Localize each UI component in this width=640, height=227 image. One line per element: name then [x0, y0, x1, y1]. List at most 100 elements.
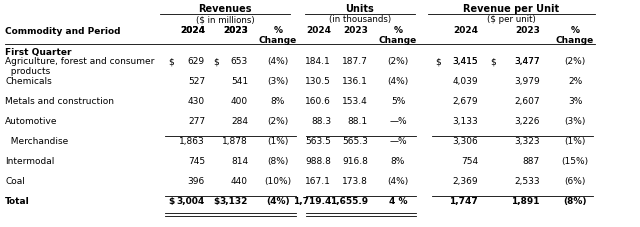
Text: 3%: 3%	[568, 97, 582, 106]
Text: 2,369: 2,369	[452, 177, 478, 186]
Text: 3,226: 3,226	[515, 117, 540, 126]
Text: (4%): (4%)	[387, 177, 408, 186]
Text: 2024: 2024	[453, 26, 478, 35]
Text: 745: 745	[188, 157, 205, 166]
Text: %
Change: % Change	[259, 26, 297, 45]
Text: 1,878: 1,878	[222, 137, 248, 146]
Text: 563.5: 563.5	[305, 137, 331, 146]
Text: Intermodal: Intermodal	[5, 157, 54, 166]
Text: 2023: 2023	[223, 26, 248, 35]
Text: Metals and construction: Metals and construction	[5, 97, 114, 106]
Text: 8%: 8%	[271, 97, 285, 106]
Text: Total: Total	[5, 197, 29, 206]
Text: Chemicals: Chemicals	[5, 77, 52, 86]
Text: 136.1: 136.1	[342, 77, 368, 86]
Text: 1,891: 1,891	[511, 197, 540, 206]
Text: 1,747: 1,747	[449, 197, 478, 206]
Text: $: $	[435, 57, 441, 66]
Text: 814: 814	[231, 157, 248, 166]
Text: 396: 396	[188, 177, 205, 186]
Text: 184.1: 184.1	[305, 57, 331, 66]
Text: 2,679: 2,679	[452, 97, 478, 106]
Text: 3,306: 3,306	[452, 137, 478, 146]
Text: Revenues: Revenues	[198, 4, 252, 14]
Text: 2023: 2023	[343, 26, 368, 35]
Text: $: $	[213, 57, 219, 66]
Text: 887: 887	[523, 157, 540, 166]
Text: (8%): (8%)	[563, 197, 587, 206]
Text: Automotive: Automotive	[5, 117, 58, 126]
Text: 4,039: 4,039	[452, 77, 478, 86]
Text: 88.3: 88.3	[311, 117, 331, 126]
Text: 3,133: 3,133	[452, 117, 478, 126]
Text: 4 %: 4 %	[388, 197, 407, 206]
Text: (4%): (4%)	[387, 77, 408, 86]
Text: 988.8: 988.8	[305, 157, 331, 166]
Text: 187.7: 187.7	[342, 57, 368, 66]
Text: 2024: 2024	[180, 26, 205, 35]
Text: 167.1: 167.1	[305, 177, 331, 186]
Text: 2,607: 2,607	[515, 97, 540, 106]
Text: $: $	[168, 57, 173, 66]
Text: 565.3: 565.3	[342, 137, 368, 146]
Text: 3,477: 3,477	[515, 57, 540, 66]
Text: 629: 629	[188, 57, 205, 66]
Text: 1,655.9: 1,655.9	[330, 197, 368, 206]
Text: 284: 284	[231, 117, 248, 126]
Text: 527: 527	[188, 77, 205, 86]
Text: (3%): (3%)	[268, 77, 289, 86]
Text: (4%): (4%)	[268, 57, 289, 66]
Text: (6%): (6%)	[564, 177, 586, 186]
Text: Revenue per Unit: Revenue per Unit	[463, 4, 559, 14]
Text: (3%): (3%)	[564, 117, 586, 126]
Text: %
Change: % Change	[556, 26, 594, 45]
Text: 3,323: 3,323	[515, 137, 540, 146]
Text: 400: 400	[231, 97, 248, 106]
Text: 2024: 2024	[306, 26, 331, 35]
Text: $: $	[168, 197, 174, 206]
Text: 173.8: 173.8	[342, 177, 368, 186]
Text: $: $	[213, 197, 220, 206]
Text: 1,719.4: 1,719.4	[292, 197, 331, 206]
Text: 916.8: 916.8	[342, 157, 368, 166]
Text: 653: 653	[231, 57, 248, 66]
Text: 430: 430	[188, 97, 205, 106]
Text: 3,004: 3,004	[177, 197, 205, 206]
Text: 541: 541	[231, 77, 248, 86]
Text: ($ in millions): ($ in millions)	[196, 15, 254, 24]
Text: %
Change: % Change	[379, 26, 417, 45]
Text: —%: —%	[389, 117, 407, 126]
Text: 88.1: 88.1	[348, 117, 368, 126]
Text: 3,415: 3,415	[452, 57, 478, 66]
Text: 2%: 2%	[568, 77, 582, 86]
Text: (4%): (4%)	[266, 197, 290, 206]
Text: 3,979: 3,979	[515, 77, 540, 86]
Text: ($ per unit): ($ per unit)	[487, 15, 536, 24]
Text: (in thousands): (in thousands)	[329, 15, 391, 24]
Text: Units: Units	[346, 4, 374, 14]
Text: (1%): (1%)	[564, 137, 586, 146]
Text: Coal: Coal	[5, 177, 25, 186]
Text: Commodity and Period: Commodity and Period	[5, 27, 120, 36]
Text: Agriculture, forest and consumer
  products: Agriculture, forest and consumer product…	[5, 57, 154, 76]
Text: 8%: 8%	[391, 157, 405, 166]
Text: 1,863: 1,863	[179, 137, 205, 146]
Text: (15%): (15%)	[561, 157, 589, 166]
Text: (10%): (10%)	[264, 177, 292, 186]
Text: 440: 440	[231, 177, 248, 186]
Text: (2%): (2%)	[268, 117, 289, 126]
Text: 160.6: 160.6	[305, 97, 331, 106]
Text: 3,415: 3,415	[452, 57, 478, 66]
Text: (1%): (1%)	[268, 137, 289, 146]
Text: 153.4: 153.4	[342, 97, 368, 106]
Text: 5%: 5%	[391, 97, 405, 106]
Text: 2023: 2023	[515, 26, 540, 35]
Text: Merchandise: Merchandise	[5, 137, 68, 146]
Text: (2%): (2%)	[387, 57, 408, 66]
Text: 3,132: 3,132	[220, 197, 248, 206]
Text: (2%): (2%)	[564, 57, 586, 66]
Text: 2024: 2024	[180, 26, 205, 35]
Text: 2023: 2023	[223, 26, 248, 35]
Text: 130.5: 130.5	[305, 77, 331, 86]
Text: 277: 277	[188, 117, 205, 126]
